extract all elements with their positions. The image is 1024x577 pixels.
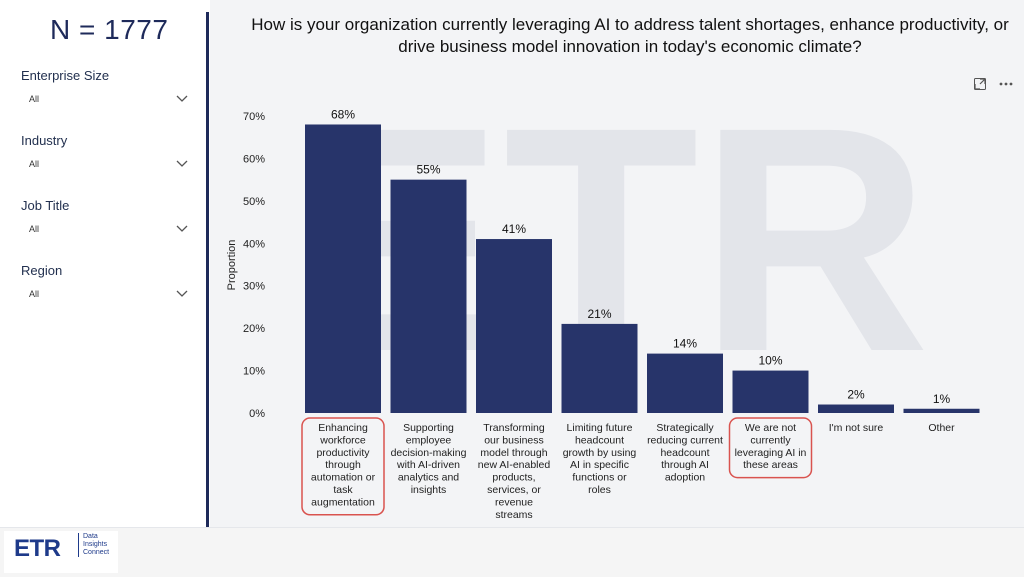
region-dropdown[interactable]: All — [21, 287, 196, 303]
filter-sidebar: N = 1777 Enterprise Size All Industry Al… — [0, 0, 206, 576]
filter-label: Industry — [21, 133, 68, 148]
filter-region: Region All — [21, 263, 196, 303]
chart-panel: How is your organization currently lever… — [210, 0, 1024, 576]
etr-logo: ETR Data Insights Connect — [4, 531, 118, 573]
chevron-down-icon — [176, 225, 188, 232]
dropdown-value: All — [29, 159, 40, 169]
job-title-dropdown[interactable]: All — [21, 222, 196, 238]
dropdown-value: All — [29, 289, 40, 299]
sample-size-label: N = 1777 — [50, 14, 169, 45]
filter-label: Region — [21, 263, 63, 278]
logo-tagline-line: Insights — [83, 541, 108, 548]
filter-enterprise-size: Enterprise Size All — [21, 68, 196, 108]
logo-tagline-line: Data — [83, 533, 98, 540]
filter-label: Enterprise Size — [21, 68, 110, 83]
chevron-down-icon — [176, 95, 188, 102]
industry-dropdown[interactable]: All — [21, 157, 196, 173]
logo-tagline: Data Insights Connect — [78, 533, 109, 557]
footer-bar — [0, 527, 1024, 577]
dropdown-value: All — [29, 224, 40, 234]
logo-wordmark: ETR — [14, 535, 61, 562]
filter-job-title: Job Title All — [21, 198, 196, 238]
sidebar-divider — [206, 12, 209, 528]
logo-tagline-line: Connect — [83, 549, 110, 556]
chevron-down-icon — [176, 290, 188, 297]
survey-question-title: How is your organization currently lever… — [251, 15, 1009, 56]
chevron-down-icon — [176, 160, 188, 167]
enterprise-size-dropdown[interactable]: All — [21, 92, 196, 108]
filter-industry: Industry All — [21, 133, 196, 173]
dropdown-value: All — [29, 94, 40, 104]
more-options-icon[interactable] — [998, 76, 1014, 92]
expand-icon[interactable] — [972, 76, 988, 92]
filter-label: Job Title — [21, 198, 70, 213]
